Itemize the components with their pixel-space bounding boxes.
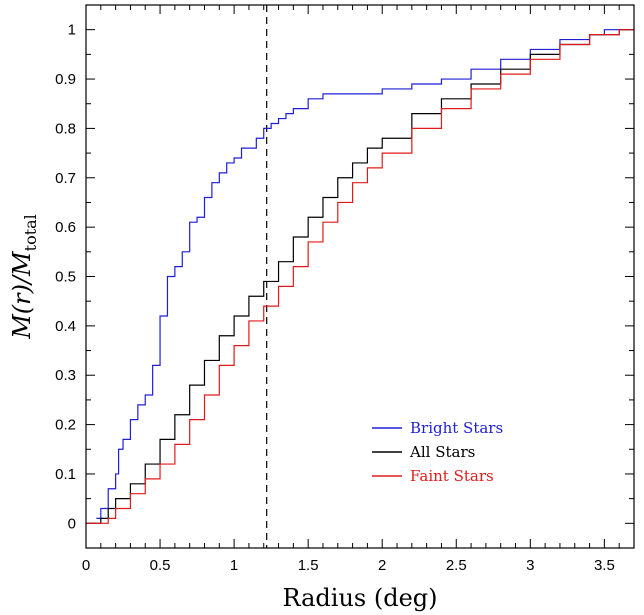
x-tick-label: 3.5 xyxy=(594,557,615,574)
y-tick-label: 1 xyxy=(68,22,76,39)
x-tick-label: 0.5 xyxy=(150,557,171,574)
legend-label-faint-stars: Faint Stars xyxy=(410,467,494,485)
y-axis-label: M(r)/Mtotal xyxy=(8,214,40,340)
x-tick-label: 1 xyxy=(230,557,238,574)
y-tick-label: 0.6 xyxy=(55,219,76,236)
y-tick-label: 0.7 xyxy=(55,170,76,187)
series-line-bright-stars xyxy=(96,29,627,519)
tick-labels: 0 0.5 1 1.5 2 2.5 3 3.5 0 0.1 0.2 0.3 0.4 0.5 0.6 0.7 0.… xyxy=(55,22,615,574)
legend: Bright Stars All Stars Faint Stars xyxy=(372,419,503,485)
x-axis-label: Radius (deg) xyxy=(282,584,437,612)
legend-label-bright-stars: Bright Stars xyxy=(410,419,503,437)
y-tick-label: 0.3 xyxy=(55,367,76,384)
x-tick-label: 2 xyxy=(378,557,386,574)
x-tick-label: 0 xyxy=(82,557,90,574)
y-axis-label-main: M(r)/M xyxy=(8,250,36,340)
y-axis-label-subscript: total xyxy=(21,214,40,251)
series-line-faint-stars xyxy=(86,29,634,524)
y-tick-label: 0.4 xyxy=(55,318,76,335)
series-lines xyxy=(86,29,634,524)
y-tick-label: 0.9 xyxy=(55,71,76,88)
x-tick-label: 2.5 xyxy=(446,557,467,574)
x-tick-label: 3 xyxy=(526,557,534,574)
plot-frame xyxy=(85,4,635,549)
y-tick-label: 0.1 xyxy=(55,466,76,483)
legend-label-all-stars: All Stars xyxy=(409,443,475,461)
y-tick-label: 0.5 xyxy=(55,269,76,286)
y-tick-label: 0 xyxy=(68,515,76,532)
y-tick-label: 0.2 xyxy=(55,417,76,434)
y-tick-label: 0.8 xyxy=(55,120,76,137)
x-tick-label: 1.5 xyxy=(298,557,319,574)
